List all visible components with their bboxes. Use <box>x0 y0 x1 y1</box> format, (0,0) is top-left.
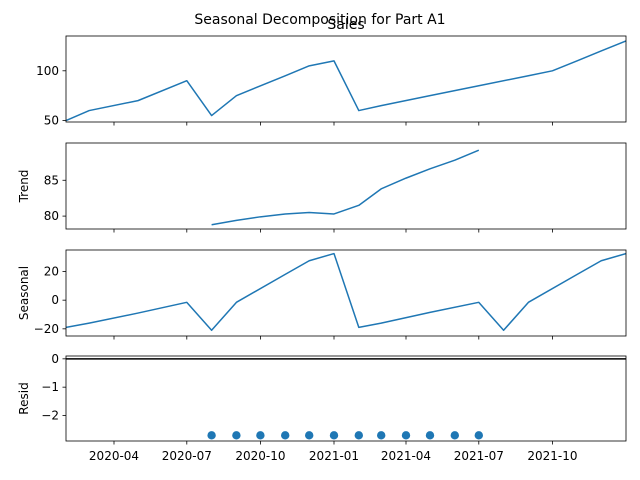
resid-series <box>207 431 483 440</box>
seasonal-ytick-label: 0 <box>51 293 59 307</box>
seasonal-ytick-label: −20 <box>34 322 59 336</box>
trend-frame <box>65 142 627 230</box>
resid-point <box>256 431 265 440</box>
trend-ytick-label: 85 <box>44 173 59 187</box>
xtick-label: 2021-10 <box>527 449 577 463</box>
trend-line <box>211 149 480 226</box>
resid-point <box>401 431 411 440</box>
seasonal-series <box>66 252 626 332</box>
panels: 50 100 Sales 80 85 Trend −20 0 20 Seasonal −2 −1 0 20… <box>17 17 627 463</box>
resid-point <box>354 431 363 440</box>
resid-point <box>474 431 483 440</box>
resid-ytick-label: −1 <box>41 380 59 394</box>
panel-seasonal: −20 0 20 Seasonal <box>17 249 627 340</box>
xtick-label: 2021-07 <box>454 449 504 463</box>
resid-point <box>377 431 386 440</box>
xtick-label: 2021-04 <box>381 449 431 463</box>
panel-resid: −2 −1 0 2020-04 2020-07 2020-10 2021-01 2021-04… <box>17 352 627 463</box>
xtick-label: 2020-10 <box>235 449 285 463</box>
figure-title: Seasonal Decomposition for Part A1 <box>194 12 445 28</box>
trend-ytick-label: 80 <box>44 209 59 223</box>
resid-point <box>281 431 290 440</box>
seasonal-ytick-label: 20 <box>44 265 59 279</box>
sales-series <box>66 40 626 122</box>
resid-point <box>425 431 435 440</box>
trend-series <box>211 149 480 226</box>
sales-frame <box>65 35 627 123</box>
seasonal-frame <box>65 249 627 337</box>
xtick-label: 2021-01 <box>309 449 359 463</box>
sales-panel-title: Sales <box>327 17 364 33</box>
seasonal-ylabel: Seasonal <box>17 266 31 320</box>
resid-frame <box>65 355 627 442</box>
trend-ylabel: Trend <box>17 170 31 204</box>
sales-ytick-label: 50 <box>44 114 59 128</box>
xtick-label: 2020-07 <box>162 449 212 463</box>
sales-ytick-label: 100 <box>36 64 59 78</box>
xtick-label: 2020-04 <box>89 449 139 463</box>
panel-sales: 50 100 Sales <box>36 17 627 128</box>
sales-line <box>66 40 626 122</box>
resid-ytick-label: 0 <box>51 352 59 366</box>
resid-point <box>450 431 459 440</box>
resid-point <box>329 431 339 440</box>
resid-ylabel: Resid <box>17 382 31 414</box>
panel-trend: 80 85 Trend <box>17 142 627 233</box>
resid-point <box>207 431 216 440</box>
resid-point <box>232 431 241 440</box>
resid-point <box>305 431 314 440</box>
seasonal-line <box>66 252 626 332</box>
resid-ytick-label: −2 <box>41 409 59 423</box>
